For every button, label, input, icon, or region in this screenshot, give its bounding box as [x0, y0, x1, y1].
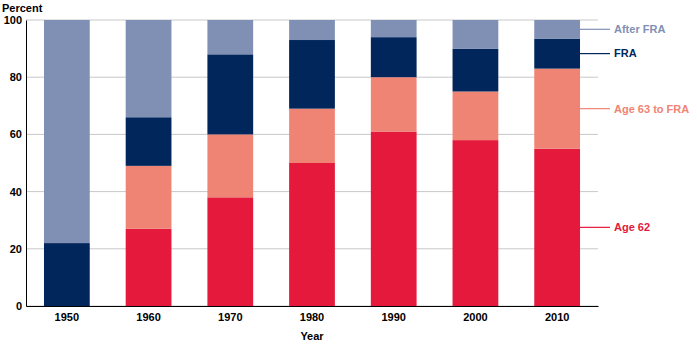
y-axis: 0 20 40 60 80 100 [4, 14, 27, 312]
x-tick-label: 1950 [55, 311, 79, 323]
legend-label: After FRA [614, 23, 665, 35]
bar-segment [207, 20, 253, 54]
y-tick: 60 [10, 128, 26, 140]
series [126, 132, 580, 306]
x-tick-label: 1970 [218, 311, 242, 323]
bar-segment [207, 197, 253, 306]
x-tick-label: 1960 [136, 311, 160, 323]
y-tick: 0 [16, 300, 26, 312]
bar-segment [534, 69, 580, 149]
x-tick-label: 2000 [463, 311, 487, 323]
bar-segment [126, 166, 172, 229]
bar-segment [289, 40, 335, 109]
x-tick: 1980 [300, 306, 324, 323]
bar-segment [44, 20, 90, 243]
y-tick-label: 80 [10, 71, 22, 83]
y-tick: 40 [10, 186, 26, 198]
legend-item: After FRA [580, 23, 665, 35]
x-tick: 2010 [545, 306, 569, 323]
x-tick: 1990 [381, 306, 405, 323]
y-tick: 100 [4, 14, 26, 26]
bar-segment [371, 132, 417, 306]
legend-leader [580, 108, 610, 109]
bar-segment [207, 54, 253, 134]
legend-leader [580, 227, 610, 228]
legend-item: FRA [580, 47, 637, 59]
chart: 0 20 40 60 80 100 1950 1960 1970 1980 1990 2000 2010… [0, 0, 697, 345]
bar-segment [289, 163, 335, 306]
bar-segment [289, 109, 335, 163]
y-axis-line [26, 21, 27, 307]
y-tick-label: 0 [16, 300, 22, 312]
bar-segment [371, 77, 417, 131]
bars [44, 20, 580, 306]
legend-label: Age 62 [614, 221, 650, 233]
x-tick-label: 1980 [300, 311, 324, 323]
y-tick-label: 40 [10, 186, 22, 198]
bar-segment [453, 140, 499, 306]
legend-leader [580, 29, 610, 30]
legend-item: Age 62 [580, 221, 650, 233]
bar-segment [453, 92, 499, 141]
bar-segment [289, 20, 335, 40]
y-axis-title: Percent [2, 2, 43, 14]
bar-segment [126, 117, 172, 166]
bar-segment [534, 39, 580, 69]
x-tick: 1950 [55, 306, 79, 323]
bar-segment [207, 134, 253, 197]
x-tick-label: 1990 [381, 311, 405, 323]
x-tick: 1960 [136, 306, 160, 323]
legend: Age 62 Age 63 to FRA FRA After FRA [580, 23, 689, 233]
x-axis-title: Year [300, 330, 324, 342]
bar-segment [453, 20, 499, 49]
y-tick-label: 100 [4, 14, 22, 26]
legend-leader [580, 53, 610, 54]
grid [26, 20, 598, 306]
x-tick: 2000 [463, 306, 487, 323]
bar-segment [534, 149, 580, 306]
bar-segment [371, 20, 417, 37]
bar-segment [371, 37, 417, 77]
legend-label: Age 63 to FRA [614, 103, 689, 115]
x-tick-label: 2010 [545, 311, 569, 323]
x-tick: 1970 [218, 306, 242, 323]
x-axis-line [27, 306, 599, 307]
y-tick: 80 [10, 71, 26, 83]
bar-segment [534, 20, 580, 39]
bar-segment [453, 49, 499, 92]
y-tick-label: 20 [10, 243, 22, 255]
series [44, 20, 580, 243]
plot: 0 20 40 60 80 100 1950 1960 1970 1980 1990 2000 2010… [4, 14, 690, 323]
bar-segment [126, 229, 172, 306]
x-axis: 1950 1960 1970 1980 1990 2000 2010 [27, 306, 599, 323]
legend-item: Age 63 to FRA [580, 103, 689, 115]
bar-segment [44, 243, 90, 306]
y-tick-label: 60 [10, 128, 22, 140]
series [126, 69, 580, 229]
legend-label: FRA [614, 47, 637, 59]
series [44, 37, 580, 306]
y-tick: 20 [10, 243, 26, 255]
bar-segment [126, 20, 172, 117]
